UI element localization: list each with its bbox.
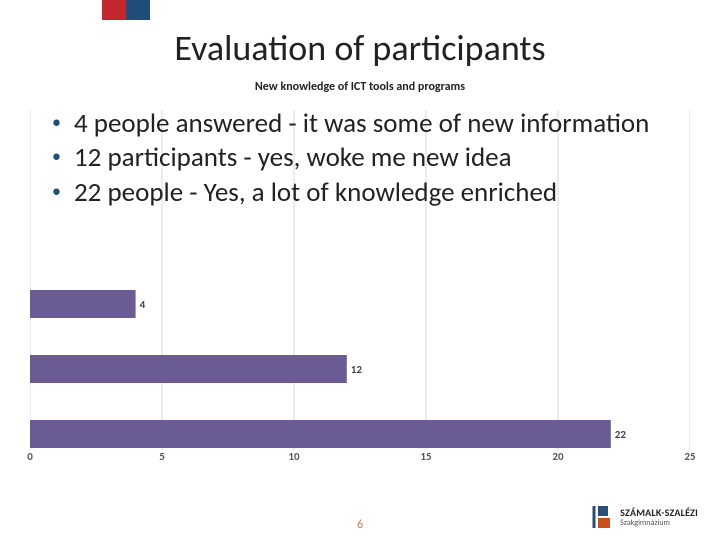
logo-mark-icon xyxy=(588,504,614,530)
bullet-item: 22 people - Yes, a lot of knowledge enri… xyxy=(48,177,688,209)
bar-value-label: 12 xyxy=(351,363,363,376)
bar-value-label: 22 xyxy=(615,428,627,441)
decor-stripe-blue xyxy=(126,0,150,20)
bar-value-label: 4 xyxy=(140,298,146,311)
bullet-list: 4 people answered - it was some of new i… xyxy=(48,108,688,211)
slide-title: Evaluation of participants xyxy=(0,26,720,70)
x-tick-label: 10 xyxy=(288,450,299,463)
bullet-item: 12 participants - yes, woke me new idea xyxy=(48,142,688,174)
chart-subtitle: New knowledge of ICT tools and programs xyxy=(0,80,720,94)
chart-bar: 4 xyxy=(30,290,146,318)
decor-stripe-red xyxy=(102,0,126,20)
slide: Evaluation of participants New knowledge… xyxy=(0,0,720,540)
logo-text: SZÁMALK-SZALÉZI Szakgimnázium xyxy=(620,508,698,527)
x-tick-label: 15 xyxy=(420,450,431,463)
bullet-item: 4 people answered - it was some of new i… xyxy=(48,108,688,140)
chart-bars: 4 12 22 xyxy=(30,290,626,448)
footer-logo: SZÁMALK-SZALÉZI Szakgimnázium xyxy=(588,504,698,530)
logo-brand-sub: Szakgimnázium xyxy=(620,519,698,527)
logo-brand-main: SZÁMALK-SZALÉZI xyxy=(620,508,698,518)
x-tick-label: 0 xyxy=(27,450,33,463)
x-tick-label: 20 xyxy=(552,450,563,463)
chart-bar: 12 xyxy=(30,355,362,383)
x-tick-label: 25 xyxy=(684,450,695,463)
chart-bar: 22 xyxy=(30,420,626,448)
x-tick-label: 5 xyxy=(159,450,165,463)
